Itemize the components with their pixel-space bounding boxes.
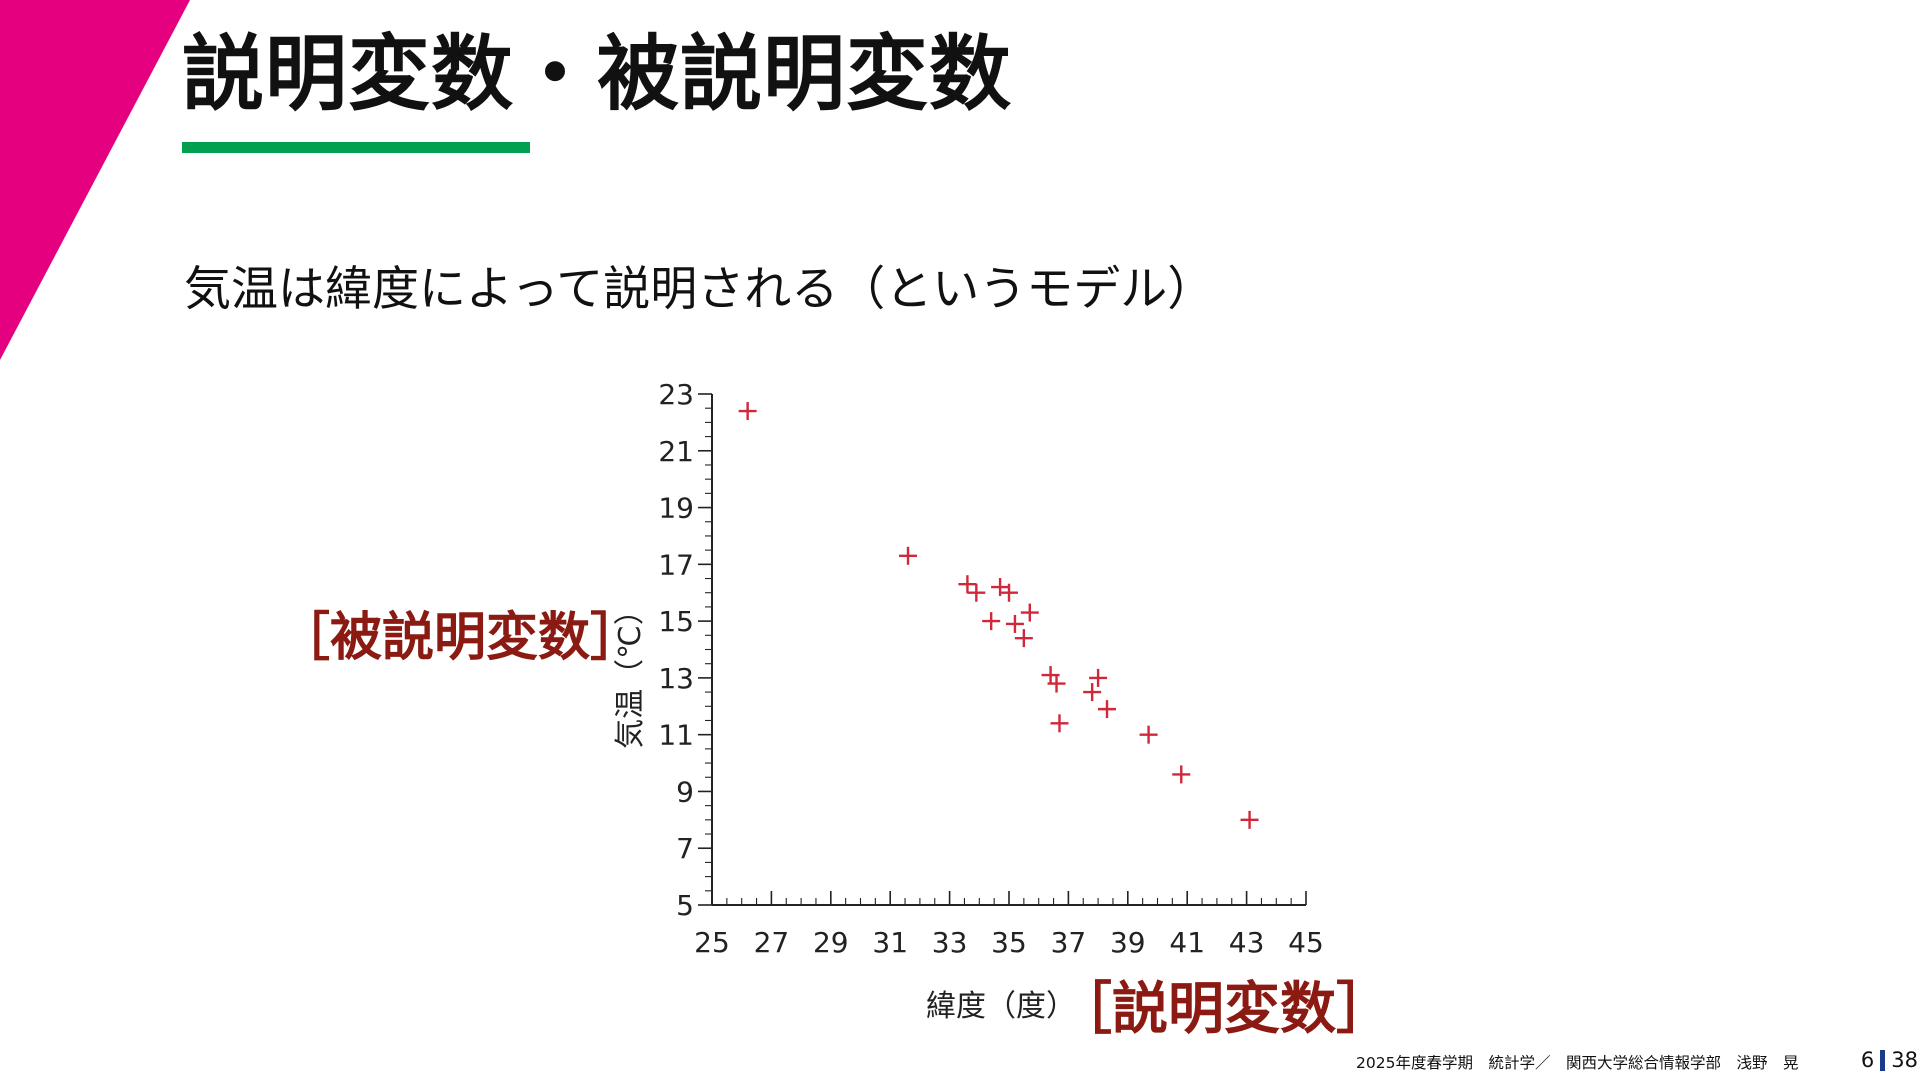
y-tick-label: 11 [658,719,694,752]
y-axis-label: 気温（℃） [613,595,648,749]
data-point [1139,725,1158,744]
y-tick-label: 17 [658,548,694,581]
x-minor-ticks [711,891,1307,905]
x-tick-label: 33 [932,926,968,959]
slide-subtitle: 気温は緯度によって説明される（というモデル） [184,262,1215,317]
data-point [1047,674,1066,693]
data-point [1172,765,1191,784]
data-point [1083,683,1102,702]
slide-title: 説明変数・被説明変数 [182,27,1013,122]
data-point [899,546,918,565]
footer-text: 2025年度春学期 統計学／ 関西大学総合情報学部 浅野 晃 [1356,1054,1799,1072]
y-tick-label: 23 [658,378,694,411]
x-tick-label: 29 [813,926,849,959]
page-total: 38 [1891,1048,1918,1072]
y-tick-label: 7 [676,832,694,865]
x-tick-label: 31 [872,926,908,959]
page-indicator: 6 38 [1861,1050,1918,1071]
data-point [1098,700,1117,719]
y-tick-labels: 5 7 9 11 13 15 17 19 21 23 [658,378,694,922]
data-point [1240,810,1259,829]
y-tick-label: 21 [658,435,694,468]
data-point [1000,583,1018,602]
x-tick-label: 39 [1110,926,1146,959]
page-divider [1880,1050,1886,1071]
x-tick-label: 37 [1051,926,1087,959]
dependent-variable-tag: ［被説明変数］ [278,608,643,668]
data-point [967,583,986,602]
data-point [738,402,757,421]
data-points [738,402,1259,829]
x-tick-label: 25 [694,926,730,959]
data-point [1014,629,1033,648]
y-tick-label: 19 [658,492,694,525]
x-tick-label: 41 [1169,926,1205,959]
x-tick-labels: 25 27 29 31 33 35 37 39 41 43 45 [694,926,1324,959]
data-point [1050,714,1069,733]
data-point [982,612,1001,631]
y-tick-label: 15 [658,605,694,638]
x-tick-label: 35 [991,926,1027,959]
page-current: 6 [1860,1048,1875,1072]
y-tick-label: 5 [676,889,694,922]
independent-variable-tag: ［説明変数］ [1056,977,1392,1042]
y-tick-label: 9 [676,775,694,808]
y-minor-ticks [698,393,712,906]
data-point [1020,603,1039,622]
data-point [1089,668,1108,687]
data-point [1005,614,1024,633]
x-tick-label: 27 [754,926,790,959]
title-underline [182,142,530,153]
x-tick-label: 43 [1229,926,1265,959]
x-tick-label: 45 [1288,926,1324,959]
x-axis-label: 緯度（度） [926,989,1076,1024]
data-point [958,575,977,594]
y-tick-label: 13 [658,662,694,695]
